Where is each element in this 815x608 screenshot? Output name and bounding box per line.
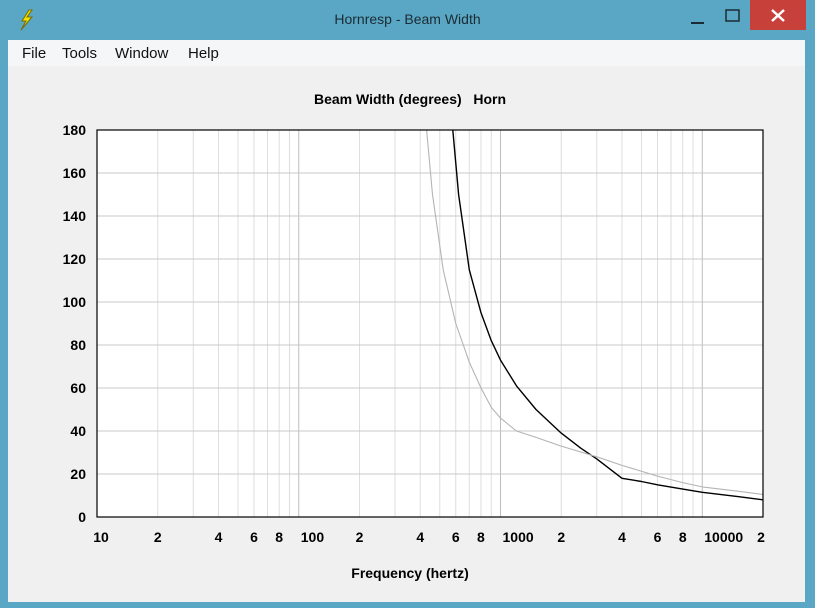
x-tick-label: 8 xyxy=(477,529,485,545)
y-tick-label: 80 xyxy=(70,337,86,353)
x-tick-label: 1000 xyxy=(503,529,534,545)
minimize-icon xyxy=(691,22,704,24)
x-tick-label: 2 xyxy=(154,529,162,545)
x-tick-label: 2 xyxy=(757,529,765,545)
y-tick-label: 180 xyxy=(63,122,87,138)
y-tick-label: 40 xyxy=(70,423,86,439)
x-tick-label: 6 xyxy=(654,529,662,545)
beam-width-chart: Beam Width (degrees) Horn 0 20 40 60 80 100 12… xyxy=(63,91,765,581)
chart-grid xyxy=(97,130,763,517)
client-area: File Tools Window Help Beam Width (degre… xyxy=(8,40,805,602)
y-tick-label: 140 xyxy=(63,208,87,224)
chart-series xyxy=(426,130,763,501)
chart-title: Beam Width (degrees) Horn xyxy=(314,91,506,107)
menu-tools[interactable]: Tools xyxy=(62,45,98,62)
close-icon xyxy=(771,9,785,22)
menu-help[interactable]: Help xyxy=(188,45,219,62)
close-button[interactable] xyxy=(750,0,806,30)
x-tick-label: 6 xyxy=(250,529,258,545)
x-tick-label: 2 xyxy=(557,529,565,545)
y-tick-label: 100 xyxy=(63,294,87,310)
plot-area: Beam Width (degrees) Horn 0 20 40 60 80 100 12… xyxy=(8,66,805,602)
window-title: Hornresp - Beam Width xyxy=(334,11,481,27)
lightning-icon[interactable] xyxy=(16,9,36,31)
y-tick-label: 160 xyxy=(63,165,87,181)
series-line-gray xyxy=(426,130,763,495)
x-tick-label: 10 xyxy=(93,529,109,545)
x-tick-label: 6 xyxy=(452,529,460,545)
y-tick-label: 0 xyxy=(78,509,86,525)
x-tick-label: 8 xyxy=(679,529,687,545)
y-axis-ticks: 0 20 40 60 80 100 120 140 160 180 xyxy=(63,122,87,525)
menu-window[interactable]: Window xyxy=(115,45,169,62)
menu-file[interactable]: File xyxy=(22,45,47,62)
title-bar[interactable]: Hornresp - Beam Width xyxy=(0,0,815,40)
y-tick-label: 60 xyxy=(70,380,86,396)
plot-frame xyxy=(96,129,764,518)
x-tick-label: 4 xyxy=(215,529,223,545)
x-tick-label: 4 xyxy=(618,529,626,545)
y-tick-label: 120 xyxy=(63,251,87,267)
x-tick-label: 100 xyxy=(301,529,325,545)
x-tick-label: 8 xyxy=(275,529,283,545)
maximize-icon xyxy=(725,9,740,22)
series-line-black xyxy=(452,130,763,501)
maximize-button[interactable] xyxy=(715,4,749,30)
plot-background xyxy=(97,130,763,517)
x-axis-ticks: 10 2 4 6 8 100 2 4 6 8 1000 2 4 6 8 10000 2 xyxy=(93,529,765,545)
x-tick-label: 10000 xyxy=(704,529,743,545)
menu-bar: File Tools Window Help xyxy=(8,40,805,66)
x-tick-label: 2 xyxy=(356,529,364,545)
minimize-button[interactable] xyxy=(680,4,714,30)
y-tick-label: 20 xyxy=(70,466,86,482)
x-axis-label: Frequency (hertz) xyxy=(351,565,468,581)
x-tick-label: 4 xyxy=(416,529,424,545)
